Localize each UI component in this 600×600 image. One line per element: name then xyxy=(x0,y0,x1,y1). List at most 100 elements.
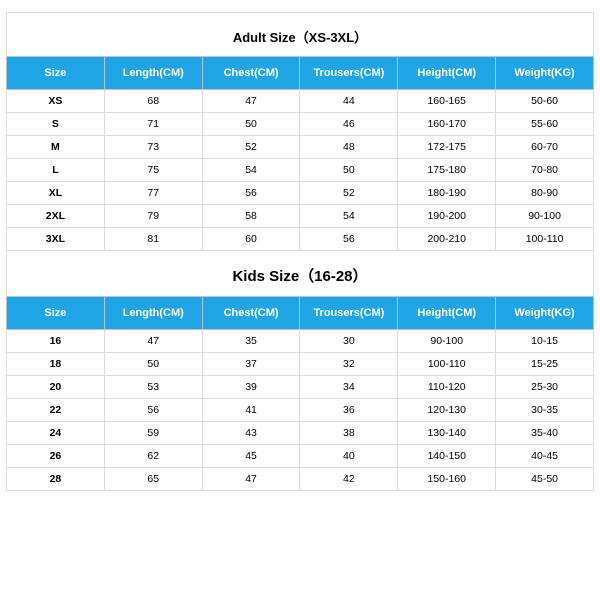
adult-col-header: Chest(CM) xyxy=(202,57,300,90)
adult-cell: 175-180 xyxy=(398,159,496,182)
kids-cell: 53 xyxy=(104,376,202,399)
kids-col-header: Length(CM) xyxy=(104,297,202,330)
kids-cell: 65 xyxy=(104,468,202,491)
adult-cell: 50-60 xyxy=(496,90,594,113)
table-row: XL775652180-19080-90 xyxy=(7,182,594,205)
adult-cell: L xyxy=(7,159,105,182)
kids-cell: 37 xyxy=(202,353,300,376)
kids-cell: 18 xyxy=(7,353,105,376)
kids-cell: 90-100 xyxy=(398,330,496,353)
kids-cell: 32 xyxy=(300,353,398,376)
kids-cell: 15-25 xyxy=(496,353,594,376)
kids-cell: 150-160 xyxy=(398,468,496,491)
adult-size-table: SizeLength(CM)Chest(CM)Trousers(CM)Heigh… xyxy=(6,56,594,251)
adult-cell: 44 xyxy=(300,90,398,113)
kids-cell: 45 xyxy=(202,445,300,468)
adult-col-header: Size xyxy=(7,57,105,90)
adult-cell: 48 xyxy=(300,136,398,159)
adult-col-header: Trousers(CM) xyxy=(300,57,398,90)
adult-cell: 54 xyxy=(202,159,300,182)
adult-cell: S xyxy=(7,113,105,136)
table-row: 26624540140-15040-45 xyxy=(7,445,594,468)
kids-cell: 50 xyxy=(104,353,202,376)
kids-cell: 130-140 xyxy=(398,422,496,445)
adult-col-header: Length(CM) xyxy=(104,57,202,90)
kids-cell: 47 xyxy=(202,468,300,491)
table-row: M735248172-17560-70 xyxy=(7,136,594,159)
adult-cell: 60 xyxy=(202,228,300,251)
kids-cell: 140-150 xyxy=(398,445,496,468)
adult-cell: 54 xyxy=(300,205,398,228)
kids-cell: 110-120 xyxy=(398,376,496,399)
kids-cell: 24 xyxy=(7,422,105,445)
kids-col-header: Trousers(CM) xyxy=(300,297,398,330)
adult-header-row: SizeLength(CM)Chest(CM)Trousers(CM)Heigh… xyxy=(7,57,594,90)
kids-cell: 34 xyxy=(300,376,398,399)
kids-cell: 36 xyxy=(300,399,398,422)
table-row: 2XL795854190-20090-100 xyxy=(7,205,594,228)
kids-cell: 39 xyxy=(202,376,300,399)
kids-cell: 20 xyxy=(7,376,105,399)
adult-section-title: Adult Size（XS-3XL） xyxy=(6,12,594,56)
table-row: 20533934110-12025-30 xyxy=(7,376,594,399)
table-row: S715046160-17055-60 xyxy=(7,113,594,136)
kids-cell: 56 xyxy=(104,399,202,422)
kids-cell: 40 xyxy=(300,445,398,468)
kids-col-header: Height(CM) xyxy=(398,297,496,330)
kids-cell: 25-30 xyxy=(496,376,594,399)
kids-size-table: SizeLength(CM)Chest(CM)Trousers(CM)Heigh… xyxy=(6,296,594,491)
kids-cell: 22 xyxy=(7,399,105,422)
adult-cell: 56 xyxy=(202,182,300,205)
kids-cell: 120-130 xyxy=(398,399,496,422)
adult-cell: 79 xyxy=(104,205,202,228)
kids-cell: 26 xyxy=(7,445,105,468)
kids-cell: 16 xyxy=(7,330,105,353)
adult-cell: 2XL xyxy=(7,205,105,228)
adult-cell: 56 xyxy=(300,228,398,251)
adult-cell: XS xyxy=(7,90,105,113)
adult-cell: 71 xyxy=(104,113,202,136)
table-row: XS684744160-16550-60 xyxy=(7,90,594,113)
adult-cell: 46 xyxy=(300,113,398,136)
kids-cell: 40-45 xyxy=(496,445,594,468)
kids-cell: 30-35 xyxy=(496,399,594,422)
table-row: 1647353090-10010-15 xyxy=(7,330,594,353)
table-row: 18503732100-11015-25 xyxy=(7,353,594,376)
adult-cell: 70-80 xyxy=(496,159,594,182)
adult-cell: 50 xyxy=(300,159,398,182)
kids-cell: 45-50 xyxy=(496,468,594,491)
kids-col-header: Size xyxy=(7,297,105,330)
adult-cell: 200-210 xyxy=(398,228,496,251)
adult-cell: 58 xyxy=(202,205,300,228)
table-row: L755450175-18070-80 xyxy=(7,159,594,182)
kids-cell: 100-110 xyxy=(398,353,496,376)
adult-cell: 47 xyxy=(202,90,300,113)
adult-cell: 55-60 xyxy=(496,113,594,136)
adult-cell: 77 xyxy=(104,182,202,205)
table-row: 22564136120-13030-35 xyxy=(7,399,594,422)
table-row: 24594338130-14035-40 xyxy=(7,422,594,445)
adult-cell: 68 xyxy=(104,90,202,113)
kids-cell: 59 xyxy=(104,422,202,445)
adult-cell: 50 xyxy=(202,113,300,136)
kids-cell: 41 xyxy=(202,399,300,422)
adult-cell: XL xyxy=(7,182,105,205)
kids-section-title: Kids Size（16-28） xyxy=(6,251,594,296)
kids-cell: 35-40 xyxy=(496,422,594,445)
adult-cell: 52 xyxy=(300,182,398,205)
table-row: 3XL816056200-210100-110 xyxy=(7,228,594,251)
kids-cell: 28 xyxy=(7,468,105,491)
adult-cell: 3XL xyxy=(7,228,105,251)
adult-cell: 100-110 xyxy=(496,228,594,251)
adult-cell: 80-90 xyxy=(496,182,594,205)
kids-cell: 42 xyxy=(300,468,398,491)
adult-cell: 60-70 xyxy=(496,136,594,159)
kids-cell: 10-15 xyxy=(496,330,594,353)
adult-col-header: Height(CM) xyxy=(398,57,496,90)
kids-cell: 35 xyxy=(202,330,300,353)
adult-col-header: Weight(KG) xyxy=(496,57,594,90)
adult-cell: 160-165 xyxy=(398,90,496,113)
kids-col-header: Weight(KG) xyxy=(496,297,594,330)
table-row: 28654742150-16045-50 xyxy=(7,468,594,491)
kids-header-row: SizeLength(CM)Chest(CM)Trousers(CM)Heigh… xyxy=(7,297,594,330)
